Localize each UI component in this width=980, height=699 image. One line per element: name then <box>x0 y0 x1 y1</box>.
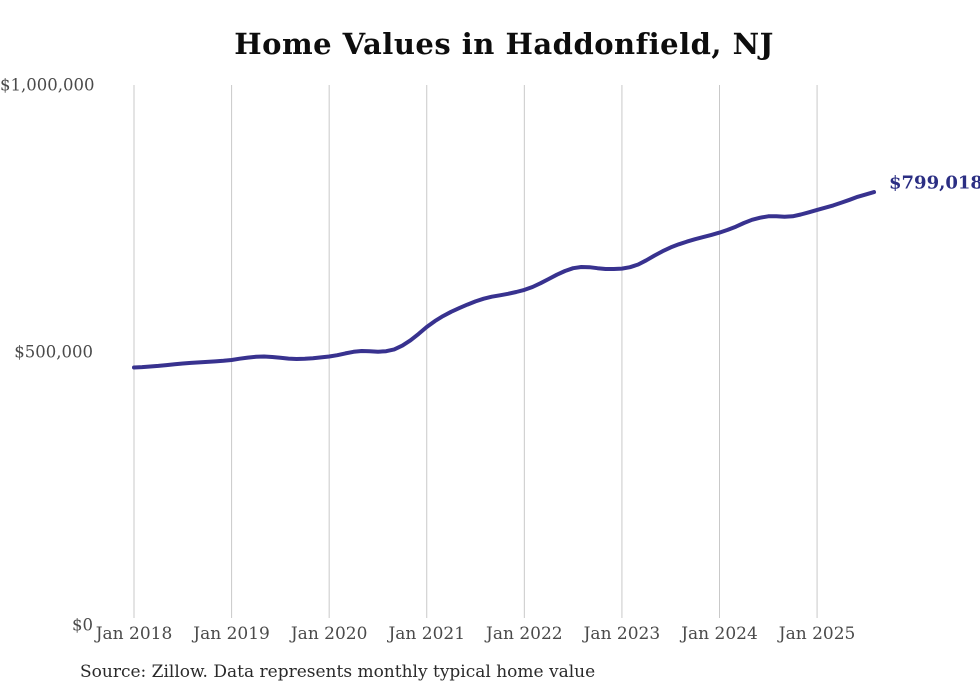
x-axis-tick-label: Jan 2021 <box>388 624 466 644</box>
chart-title: Home Values in Haddonfield, NJ <box>234 27 774 61</box>
home-value-line <box>132 190 876 370</box>
x-axis-tick-label: Jan 2018 <box>95 624 173 644</box>
y-axis-tick-label: $500,000 <box>14 342 93 361</box>
x-axis-tick-label: Jan 2022 <box>486 624 563 644</box>
x-axis-tick-label: Jan 2020 <box>290 624 368 644</box>
end-value-annotation: $799,018 <box>889 172 980 194</box>
y-axis-tick-label: $0 <box>72 615 93 635</box>
x-axis-tick-label: Jan 2025 <box>778 624 856 644</box>
x-axis-tick-label: Jan 2024 <box>681 624 758 644</box>
x-axis-tick-label: Jan 2023 <box>583 624 661 644</box>
source-note: Source: Zillow. Data represents monthly … <box>80 662 596 682</box>
y-axis-tick-label: $1,000,000 <box>0 75 95 95</box>
x-axis-tick-label: Jan 2019 <box>193 624 270 644</box>
